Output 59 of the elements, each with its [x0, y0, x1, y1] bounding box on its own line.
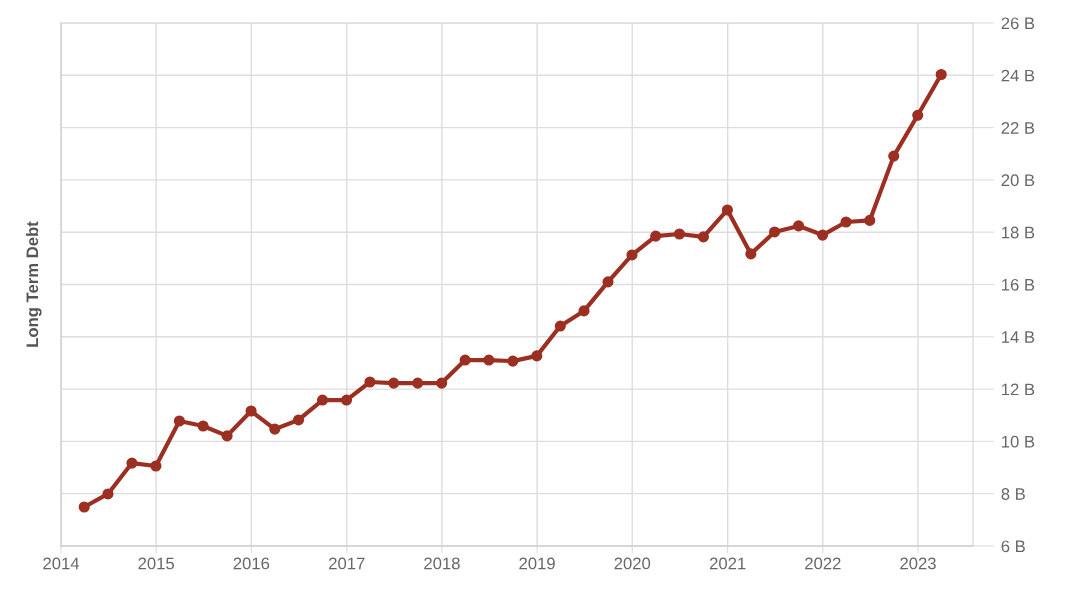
x-tick-label: 2017 [329, 557, 365, 570]
y-tick-label: 22 B [1001, 122, 1035, 134]
point [626, 249, 638, 261]
point [269, 423, 281, 435]
point [126, 457, 138, 469]
point [769, 226, 781, 238]
x-tick-label: 2021 [709, 557, 746, 570]
point [412, 377, 424, 389]
point [840, 216, 852, 228]
point [697, 231, 709, 243]
point [531, 350, 543, 362]
y-tick-label: 24 B [1001, 69, 1035, 82]
y-axis-title: Long Term Debt [25, 221, 42, 347]
x-tick-label: 2022 [805, 557, 841, 570]
point [340, 394, 353, 406]
point [316, 394, 329, 406]
point [483, 354, 495, 366]
y-tick-label: 16 B [1002, 278, 1035, 291]
x-tick-label: 2016 [233, 557, 270, 570]
point [554, 320, 566, 332]
point [388, 377, 400, 389]
point [673, 228, 685, 240]
point [935, 68, 947, 81]
y-tick-label: 20 B [1001, 174, 1035, 187]
point [150, 460, 162, 472]
x-tick-label: 2014 [43, 557, 80, 570]
point [78, 501, 90, 513]
point [459, 354, 471, 366]
y-tick-label: 8 B [1001, 488, 1025, 500]
point [793, 220, 805, 232]
point [817, 229, 829, 241]
point [436, 377, 448, 389]
point [745, 248, 757, 260]
y-tick-label: 10 B [1002, 435, 1035, 448]
point [864, 214, 876, 226]
point [173, 415, 185, 427]
point [102, 488, 114, 500]
point [507, 355, 519, 367]
point [221, 430, 233, 442]
y-tick-label: 18 B [1002, 226, 1035, 239]
y-tick-label: 26 B [1001, 17, 1035, 30]
point [364, 376, 376, 388]
point [721, 204, 733, 216]
point [650, 230, 662, 242]
x-tick-label: 2020 [614, 557, 651, 570]
point [292, 414, 305, 426]
x-tick-label: 2019 [519, 557, 555, 570]
point [578, 305, 590, 317]
y-tick-label: 12 B [1002, 383, 1035, 396]
point [245, 405, 257, 417]
y-tick-label: 14 B [1002, 331, 1035, 343]
point [602, 276, 614, 288]
point [912, 109, 924, 121]
x-tick-label: 2023 [900, 557, 936, 570]
point [888, 150, 900, 162]
x-tick-label: 2015 [138, 557, 175, 570]
x-tick-label: 2018 [424, 557, 460, 570]
y-tick-label: 6 B [1001, 540, 1025, 553]
point [197, 420, 209, 432]
